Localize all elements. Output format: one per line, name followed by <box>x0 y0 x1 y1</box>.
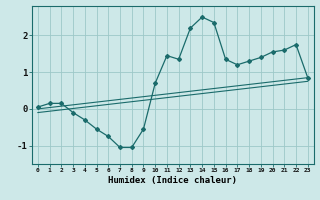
X-axis label: Humidex (Indice chaleur): Humidex (Indice chaleur) <box>108 176 237 185</box>
